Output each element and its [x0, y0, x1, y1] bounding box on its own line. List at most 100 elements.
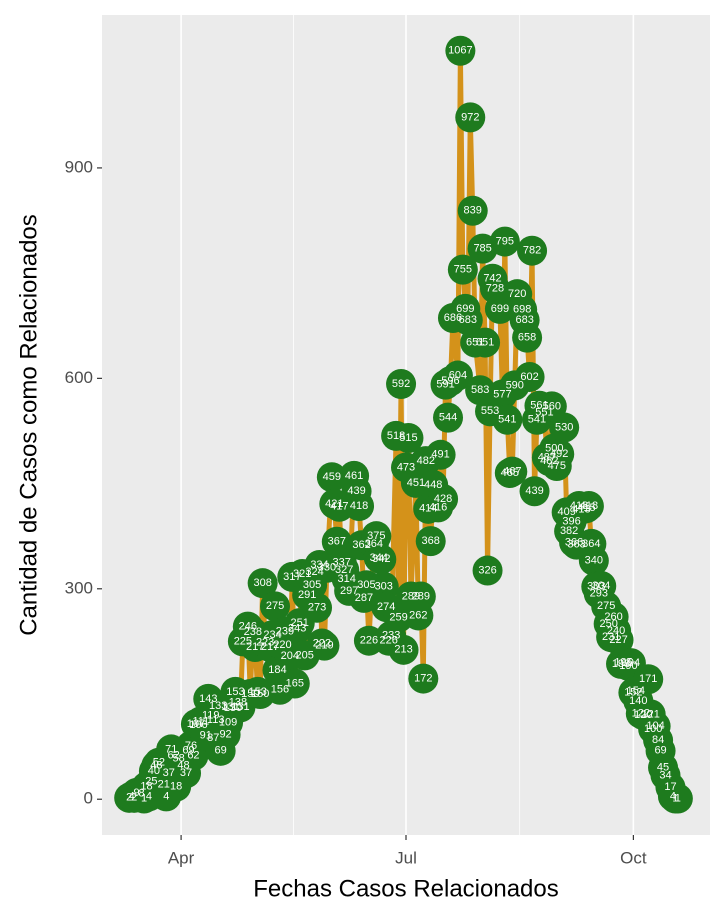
point-label: 303: [375, 581, 393, 593]
point: [517, 235, 548, 266]
point-label: 414: [419, 503, 437, 515]
point-label: 2: [131, 792, 137, 804]
point-label: 362: [352, 539, 370, 551]
point-label: 795: [496, 235, 514, 247]
point-label: 439: [525, 485, 543, 497]
point: [578, 545, 609, 576]
point: [386, 368, 417, 399]
point-label: 222: [313, 637, 331, 649]
point-label: 465: [501, 467, 519, 479]
point-label: 91: [200, 729, 212, 741]
point-label: 418: [350, 500, 368, 512]
point-label: 418: [580, 500, 598, 512]
point: [519, 476, 550, 507]
axes: Apr Jul Oct 0 300 600 900: [65, 157, 647, 867]
point-label: 150: [251, 688, 269, 700]
point-label: 303: [587, 581, 605, 593]
point: [549, 412, 580, 443]
point-label: 62: [168, 750, 180, 762]
point-label: 340: [585, 555, 603, 567]
point-label: 515: [399, 432, 417, 444]
point-label: 100: [644, 723, 662, 735]
point-label: 291: [298, 589, 316, 601]
point-label: 782: [523, 245, 541, 257]
point-label: 475: [548, 460, 566, 472]
point-label: 491: [431, 449, 449, 461]
point-label: 275: [266, 600, 284, 612]
point: [415, 526, 446, 557]
point: [455, 102, 486, 133]
point-label: 1: [672, 792, 678, 804]
point-label: 131: [231, 701, 249, 713]
point-label: 109: [219, 717, 237, 729]
point-label: 18: [140, 781, 152, 793]
point-label: 396: [562, 515, 580, 527]
point-label: 560: [543, 400, 561, 412]
point-label: 308: [253, 577, 271, 589]
x-tick-label: Jul: [395, 848, 417, 867]
point-label: 604: [449, 369, 467, 381]
point-label: 314: [338, 573, 356, 585]
point-label: 217: [246, 641, 264, 653]
point-label: 448: [424, 479, 442, 491]
point-label: 364: [582, 538, 600, 550]
point-label: 21: [158, 778, 170, 790]
point-label: 251: [291, 617, 309, 629]
point-label: 698: [513, 304, 531, 316]
point-label: 4: [163, 790, 169, 802]
point-label: 239: [276, 625, 294, 637]
point-label: 213: [394, 644, 412, 656]
point-label: 153: [226, 686, 244, 698]
y-tick-label: 300: [65, 578, 93, 597]
point-label: 330: [318, 562, 336, 574]
point: [309, 630, 340, 661]
x-tick-label: Oct: [620, 848, 647, 867]
point-label: 487: [538, 452, 556, 464]
y-tick-label: 900: [65, 157, 93, 176]
point-label: 195: [614, 656, 632, 668]
point-label: 602: [520, 371, 538, 383]
point-label: 317: [283, 571, 301, 583]
point-label: 728: [486, 282, 504, 294]
point: [492, 404, 523, 435]
point-label: 152: [624, 687, 642, 699]
point-label: 591: [436, 379, 454, 391]
point-label: 37: [180, 767, 192, 779]
point-label: 240: [607, 625, 625, 637]
point-label: 231: [602, 631, 620, 643]
point-label: 156: [271, 684, 289, 696]
point-label: 150: [241, 688, 259, 700]
point-label: 334: [310, 559, 328, 571]
point-label: 111: [192, 715, 209, 727]
point-label: 699: [491, 303, 509, 315]
point-label: 9: [134, 787, 140, 799]
point-label: 273: [308, 602, 326, 614]
point-label: 2: [126, 792, 132, 804]
point-label: 544: [439, 412, 457, 424]
point-label: 106: [189, 719, 207, 731]
plot: 2429811842540485221437716218584837697662…: [114, 35, 693, 814]
y-axis-title: Cantidad de Casos como Relacionados: [15, 214, 42, 636]
point-label: 553: [481, 405, 499, 417]
point-label: 416: [429, 501, 447, 513]
point-label: 48: [177, 759, 189, 771]
point: [472, 555, 503, 586]
point-label: 69: [215, 745, 227, 757]
point-label: 205: [295, 649, 313, 661]
point-label: 972: [461, 111, 479, 123]
point-label: 262: [409, 609, 427, 621]
point-label: 69: [182, 745, 194, 757]
point-label: 421: [325, 498, 343, 510]
point-label: 190: [619, 660, 637, 672]
point-label: 274: [377, 601, 395, 613]
point-label: 260: [604, 611, 622, 623]
point: [302, 592, 333, 623]
point: [514, 361, 545, 392]
point: [405, 581, 436, 612]
point: [425, 439, 456, 470]
point-label: 686: [444, 312, 462, 324]
point-label: 243: [288, 623, 306, 635]
point: [442, 360, 473, 391]
point-label: 551: [535, 407, 553, 419]
point-label: 839: [464, 205, 482, 217]
